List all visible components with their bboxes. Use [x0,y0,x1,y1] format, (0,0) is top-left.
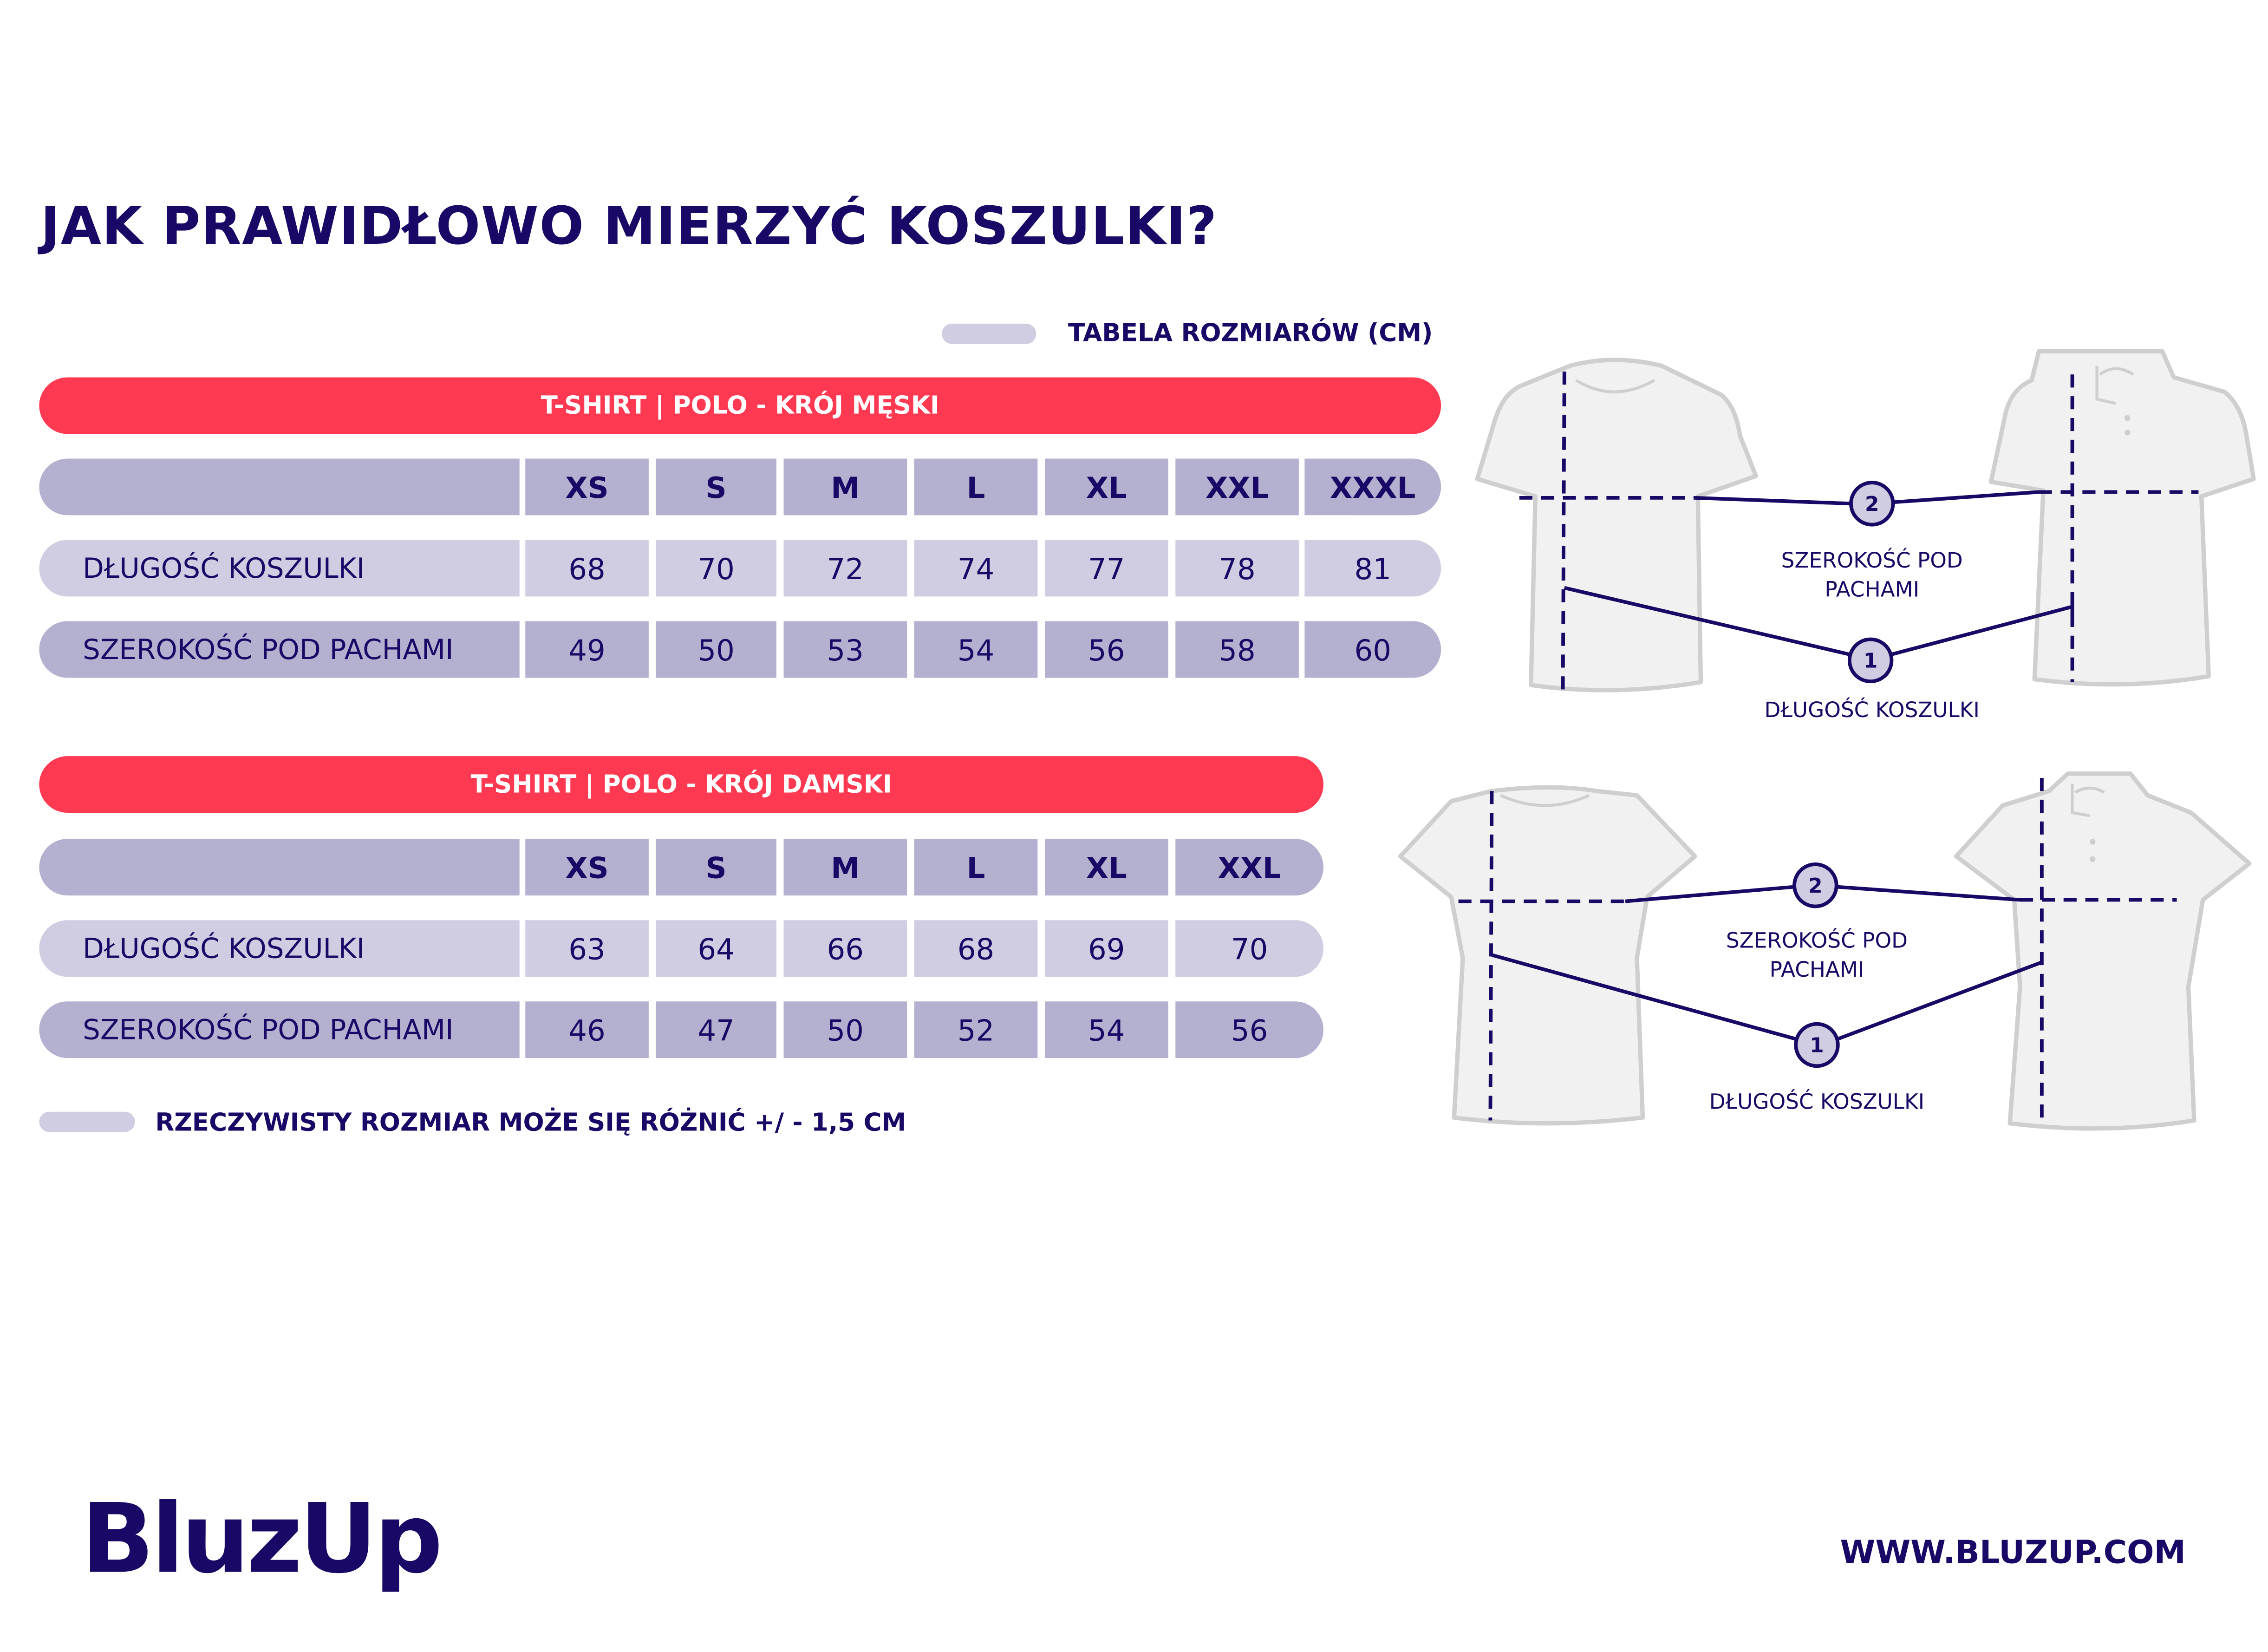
length-measurement-label: DŁUGOŚĆ KOSZULKI [1709,1091,1925,1115]
measurement-cell: 50 [656,621,776,678]
measurement-cell: 74 [914,540,1038,597]
size-header-l: L [914,839,1038,896]
mens-tshirt-illustration [1475,358,1758,692]
size-header-m: M [783,458,907,516]
marker-1-mens [1847,637,1894,684]
length-measurement-label: DŁUGOŚĆ KOSZULKI [1764,699,1980,723]
measurement-cell: 56 [1175,1001,1323,1058]
size-header-xxl: XXL [1175,458,1299,516]
size-header-xxl: XXL [1175,839,1323,896]
measurement-cell: 54 [1045,1001,1168,1058]
measurement-cell: 66 [783,920,907,977]
size-header-xl: XL [1045,458,1168,516]
row-label: SZEROKOŚĆ POD PACHAMI [39,1001,520,1058]
measurement-cell: 52 [914,1001,1038,1058]
row-label: DŁUGOŚĆ KOSZULKI [39,920,520,977]
measurement-cell: 53 [783,621,907,678]
marker-label: 1 [1864,649,1877,673]
brand-logo: BluzUp [81,1483,443,1595]
measurement-cell: 77 [1045,540,1168,597]
size-header-s: S [656,839,776,896]
width-label-line1: SZEROKOŚĆ POD [1726,930,1908,954]
size-header-m: M [783,839,907,896]
measurement-cell: 81 [1304,540,1441,597]
womens-table-heading: T-SHIRT | POLO - KRÓJ DAMSKI [39,756,1323,813]
width-measurement-label: SZEROKOŚĆ POD PACHAMI [1727,547,2017,605]
size-tolerance-note: RZECZYWISTY ROZMIAR MOŻE SIĘ RÓŻNIĆ +/ -… [155,1109,906,1138]
note-swatch [39,1111,135,1132]
size-header-s: S [656,458,776,516]
womens-polo-illustration [1954,771,2252,1131]
width-measurement-label: SZEROKOŚĆ POD PACHAMI [1672,927,1962,986]
legend-swatch [942,323,1036,344]
size-header-xs: XS [525,458,649,516]
womens-header-label-cell [39,839,520,896]
measurement-cell: 47 [656,1001,776,1058]
womens-tshirt-illustration [1398,785,1697,1126]
marker-2-mens [1849,481,1895,527]
width-label-line2: PACHAMI [1769,959,1864,983]
legend-label: TABELA ROZMIARÓW (CM) [1068,319,1433,349]
measurement-cell: 50 [783,1001,907,1058]
size-header-xxxl: XXXL [1304,458,1441,516]
width-label-line2: PACHAMI [1825,579,1920,602]
measurement-cell: 69 [1045,920,1168,977]
measurement-cell: 49 [525,621,649,678]
marker-label: 1 [1810,1034,1824,1058]
measurement-cell: 63 [525,920,649,977]
website-link[interactable]: WWW.BLUZUP.COM [1840,1535,2186,1572]
measurement-cell: 58 [1175,621,1299,678]
measurement-cell: 54 [914,621,1038,678]
marker-label: 2 [1865,492,1879,516]
marker-1-womens [1794,1022,1840,1068]
marker-label: 2 [1808,874,1822,898]
width-label-line1: SZEROKOŚĆ POD [1781,550,1963,574]
measurement-cell: 68 [525,540,649,597]
mens-length-dashed-line [1561,371,1566,690]
measurement-cell: 46 [525,1001,649,1058]
measurement-cell: 56 [1045,621,1168,678]
row-label: DŁUGOŚĆ KOSZULKI [39,540,520,597]
womens-length-dashed-line [1488,791,1494,1121]
measurement-cell: 64 [656,920,776,977]
mens-header-label-cell [39,458,520,516]
mens-table-heading: T-SHIRT | POLO - KRÓJ MĘSKI [39,377,1441,434]
measurement-cell: 70 [656,540,776,597]
row-label: SZEROKOŚĆ POD PACHAMI [39,621,520,678]
mens-polo-illustration [1988,349,2256,687]
measurement-cell: 68 [914,920,1038,977]
size-header-l: L [914,458,1038,516]
measurement-cell: 72 [783,540,907,597]
measurement-cell: 70 [1175,920,1323,977]
page-title: JAK PRAWIDŁOWO MIERZYĆ KOSZULKI? [40,197,1218,257]
size-header-xs: XS [525,839,649,896]
measurement-cell: 60 [1304,621,1441,678]
size-header-xl: XL [1045,839,1168,896]
measurement-cell: 78 [1175,540,1299,597]
marker-2-womens [1792,862,1838,908]
